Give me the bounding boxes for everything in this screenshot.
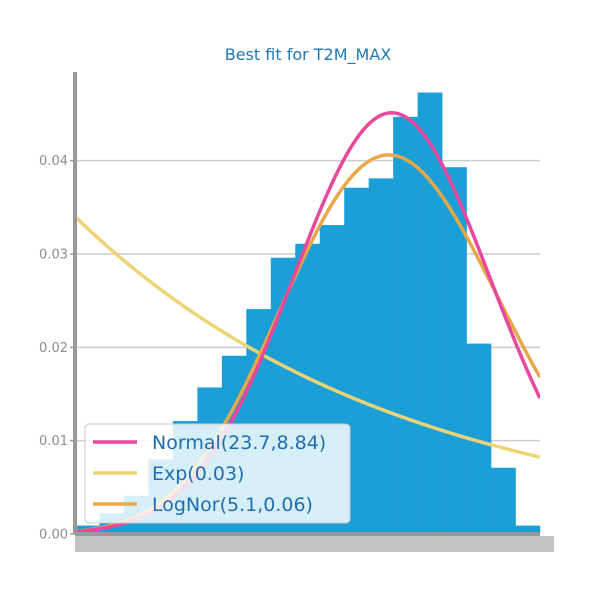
axes: [73, 72, 540, 536]
histogram-bar: [491, 467, 516, 534]
y-tick-label: 0.01: [39, 434, 68, 449]
legend-label: Exp(0.03): [152, 463, 244, 485]
y-tick-label: 0.04: [39, 154, 68, 169]
histogram-bar: [442, 167, 467, 534]
y-tick-label: 0.00: [39, 528, 68, 543]
legend-label: Normal(23.7,8.84): [152, 432, 326, 454]
y-tick-labels: 0.00 0.01 0.02 0.03 0.04: [39, 154, 75, 543]
x-tick-cluster: [75, 536, 554, 552]
y-tick-label: 0.03: [39, 248, 68, 263]
chart-title: Best fit for T2M_MAX: [225, 45, 392, 65]
legend: Normal(23.7,8.84) Exp(0.03) LogNor(5.1,0.0…: [84, 423, 351, 524]
legend-label: LogNor(5.1,0.06): [152, 494, 313, 516]
histogram-bar: [417, 92, 443, 535]
x-tick-labels: [75, 536, 554, 552]
fit-curve-exponential: [75, 215, 540, 459]
histogram-bar: [515, 525, 541, 534]
histogram-bar: [393, 116, 418, 535]
histogram-bar: [368, 178, 394, 534]
legend-box: [84, 423, 351, 524]
y-tick-label: 0.02: [39, 341, 68, 356]
